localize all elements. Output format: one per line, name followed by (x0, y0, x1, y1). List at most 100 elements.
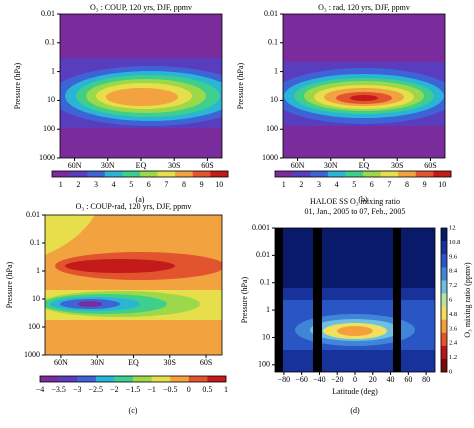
colorbar-tick-label: 3 (317, 180, 321, 189)
colorbar-swatch (441, 254, 447, 268)
colorbar-swatch (122, 171, 141, 177)
contour-fill (337, 326, 373, 336)
y-tick-label: 1 (274, 66, 278, 75)
colorbar-swatch (192, 171, 211, 177)
colorbar-tick-label: 5 (352, 180, 356, 189)
x-axis-label: Latitude (deg) (332, 387, 378, 396)
colorbar-tick-label: 8.4 (449, 268, 458, 275)
contour-fill (313, 228, 322, 372)
y-tick-label: 100 (266, 124, 278, 133)
panel-label: (c) (129, 406, 138, 415)
y-tick-label: 10 (47, 95, 55, 104)
y-tick-label: 0.1 (260, 278, 270, 287)
y-tick-label: 1000 (262, 153, 278, 162)
x-tick-label: −60 (295, 375, 308, 384)
colorbar-tick-label: −3.5 (51, 385, 66, 394)
x-tick-label: 30S (391, 161, 403, 170)
colorbar-tick-label: 6 (147, 180, 151, 189)
colorbar-tick-label: 0.5 (202, 385, 212, 394)
colorbar-frame (51, 170, 229, 178)
y-tick-label: 0.1 (30, 238, 40, 247)
panel-title: O₃ : rad, 120 yrs, DJF, ppmv (318, 3, 410, 12)
colorbar-label: O₃ mixing ratio (ppmv) (463, 262, 472, 338)
panel-subtitle: 01, Jan., 2005 to 07, Feb., 2005 (305, 207, 406, 216)
x-tick-label: 60N (291, 161, 305, 170)
colorbar-tick-label: 10 (438, 180, 446, 189)
x-tick-label: 30N (90, 358, 104, 367)
y-tick-label: 10 (270, 95, 278, 104)
colorbar-tick-label: −4 (36, 385, 45, 394)
colorbar-swatch (77, 376, 97, 382)
colorbar-tick-label: 1 (282, 180, 286, 189)
colorbar-swatch (433, 171, 452, 177)
colorbar-tick-label: 2 (299, 180, 303, 189)
colorbar-tick-label: 12 (449, 224, 456, 231)
y-axis-label: Pressure (hPa) (236, 62, 245, 109)
panel-label: (b) (358, 195, 368, 204)
x-tick-label: 20 (369, 375, 377, 384)
y-tick-label: 100 (258, 360, 270, 369)
colorbar-swatch (441, 241, 447, 255)
y-axis-label: Pressure (hPa) (5, 261, 14, 308)
panel-label: (d) (350, 406, 360, 415)
colorbar-tick-label: −0.5 (163, 385, 178, 394)
colorbar-tick-label: 6 (370, 180, 374, 189)
colorbar-swatch (175, 171, 194, 177)
colorbar-swatch (310, 171, 329, 177)
colorbar-tick-label: 7.2 (449, 282, 457, 289)
x-tick-label: 60S (200, 358, 212, 367)
colorbar-swatch (345, 171, 364, 177)
y-tick-label: 100 (28, 322, 40, 331)
contour-c (45, 215, 222, 355)
y-axis-label: Pressure (hPa) (13, 62, 22, 109)
x-tick-label: 80 (422, 375, 430, 384)
contour-fill (393, 228, 401, 372)
colorbar-swatch (441, 319, 447, 334)
colorbar-tick-label: 9 (200, 180, 204, 189)
x-tick-label: EQ (128, 358, 139, 367)
colorbar-tick-label: −1.5 (126, 385, 141, 394)
y-tick-label: 1 (36, 266, 40, 275)
colorbar-swatch (441, 306, 447, 320)
x-tick-label: 30N (101, 161, 115, 170)
contour-fill (45, 215, 95, 255)
y-axis-label: Pressure (hPa) (240, 276, 249, 323)
colorbar-swatch (58, 376, 78, 382)
x-tick-label: EQ (359, 161, 370, 170)
colorbar-tick-label: 10.8 (449, 239, 460, 246)
colorbar-swatch (441, 267, 447, 281)
colorbar-tick-label: 2.4 (449, 340, 458, 347)
colorbar-tick-label: 4 (335, 180, 339, 189)
y-tick-label: 1000 (39, 153, 55, 162)
x-tick-label: 30N (324, 161, 338, 170)
x-tick-label: 60N (54, 358, 68, 367)
contour-d (275, 228, 435, 372)
x-tick-label: 60S (201, 161, 213, 170)
colorbar-swatch (441, 332, 447, 347)
colorbar-swatch (292, 171, 311, 177)
x-tick-label: 40 (387, 375, 395, 384)
colorbar-swatch (398, 171, 417, 177)
x-tick-label: −20 (331, 375, 344, 384)
colorbar-frame (39, 375, 227, 383)
panel-title: O₃ : COUP, 120 yrs, DJF, ppmv (90, 3, 192, 12)
colorbar-tick-label: 10 (215, 180, 223, 189)
colorbar-tick-label: −3 (73, 385, 82, 394)
colorbar-tick-label: 9 (423, 180, 427, 189)
x-tick-label: −40 (313, 375, 326, 384)
x-tick-label: EQ (136, 161, 147, 170)
colorbar-tick-label: 7 (387, 180, 391, 189)
colorbar-swatch (95, 376, 115, 382)
y-tick-label: 1 (51, 66, 55, 75)
y-tick-label: 10 (262, 332, 270, 341)
colorbar-tick-label: 0 (449, 368, 452, 375)
colorbar-swatch (363, 171, 381, 177)
colorbar-tick-label: 1 (59, 180, 63, 189)
colorbar-swatch (151, 376, 171, 382)
colorbar-swatch (210, 171, 229, 177)
y-tick-label: 0.01 (256, 250, 270, 259)
colorbar-swatch (275, 171, 293, 177)
colorbar-frame (274, 170, 452, 178)
contour-fill (275, 228, 283, 372)
